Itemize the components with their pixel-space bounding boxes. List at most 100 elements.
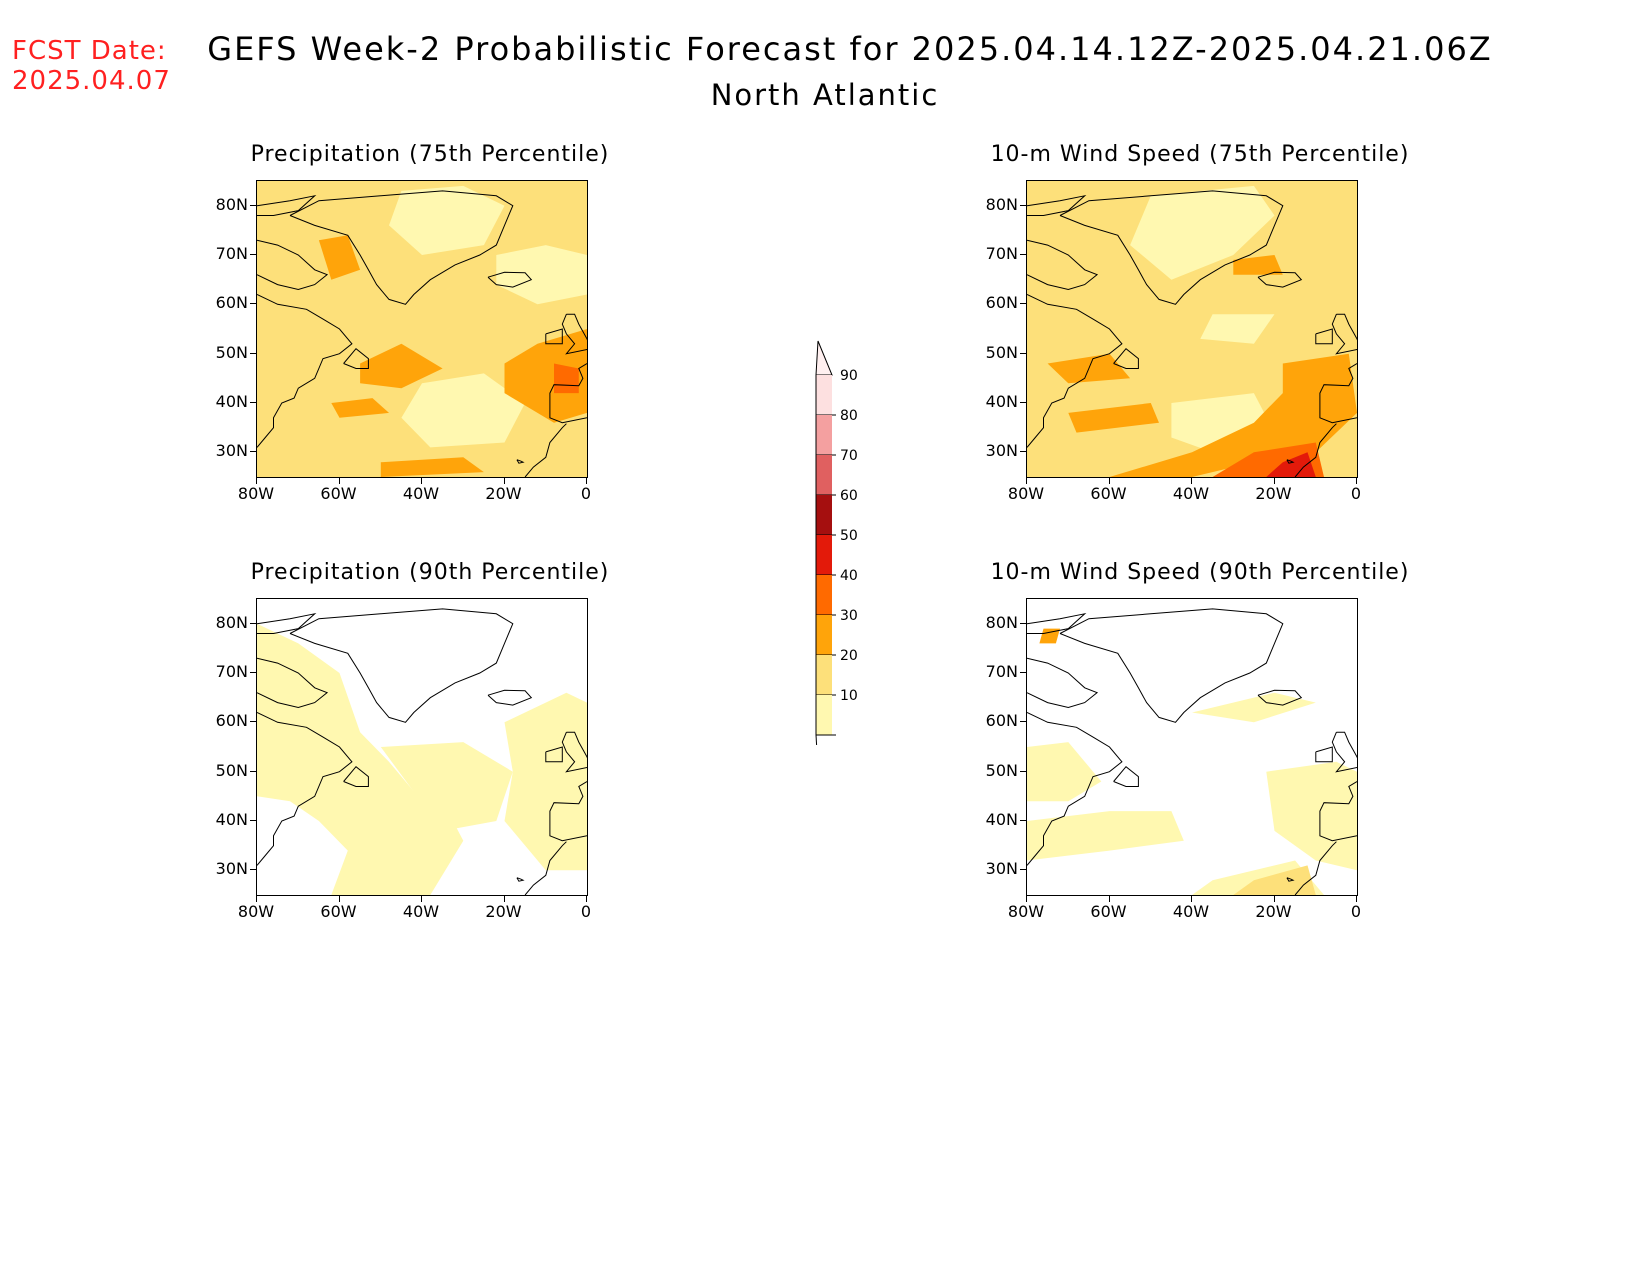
probability-contour — [1130, 185, 1275, 280]
map-wind-75 — [1026, 180, 1358, 478]
lat-tick — [1020, 352, 1026, 354]
lon-tick-label: 60W — [1090, 484, 1127, 503]
lon-tick — [1273, 478, 1275, 484]
probability-contour — [257, 623, 464, 895]
probability-contour — [1200, 314, 1275, 344]
coastline — [1027, 612, 1087, 634]
colorbar-swatch — [816, 535, 832, 575]
lat-tick — [1020, 402, 1026, 403]
lat-tick — [1020, 770, 1026, 772]
coastline — [1027, 294, 1123, 448]
lon-tick — [256, 478, 257, 484]
lon-tick — [1191, 896, 1192, 902]
lat-tick-label: 80N — [215, 194, 248, 214]
coastline — [1286, 877, 1295, 882]
lat-tick-label: 80N — [985, 194, 1018, 214]
lat-tick-label: 40N — [985, 392, 1018, 411]
lon-tick — [1273, 896, 1275, 902]
colorbar-swatch — [816, 455, 832, 495]
coastline — [1113, 348, 1139, 369]
lat-tick — [1020, 254, 1026, 255]
lon-tick — [586, 478, 587, 484]
colorbar-swatch — [816, 615, 832, 655]
colorbar-swatch — [816, 695, 832, 735]
lat-tick-label: 50N — [215, 760, 248, 780]
lon-tick-label: 0 — [580, 902, 592, 921]
lon-tick — [421, 896, 422, 902]
lat-tick-label: 30N — [985, 441, 1018, 461]
lon-tick-label: 40W — [402, 484, 440, 503]
lon-tick-label: 20W — [485, 484, 522, 503]
lat-tick-label: 70N — [215, 244, 248, 263]
lat-tick-label: 50N — [985, 342, 1018, 362]
lon-tick — [1026, 478, 1027, 484]
lat-tick — [1020, 820, 1026, 821]
coastline — [257, 712, 353, 866]
lon-tick-label: 40W — [1172, 902, 1210, 921]
colorbar-swatch — [816, 655, 832, 695]
coastline — [516, 459, 525, 464]
lat-tick-label: 50N — [215, 342, 248, 362]
probability-contour — [504, 692, 587, 871]
coastline — [545, 746, 563, 763]
probability-contour — [554, 363, 579, 394]
lat-tick — [250, 254, 256, 255]
lon-tick-label: 0 — [580, 484, 592, 503]
coastline — [257, 657, 329, 709]
coastline — [487, 689, 533, 706]
colorbar-label: 10 — [840, 688, 858, 704]
lat-tick — [250, 820, 256, 821]
colorbar-label: 30 — [840, 608, 858, 624]
lon-tick-label: 0 — [1350, 484, 1362, 503]
probability-contour — [380, 457, 484, 477]
lat-tick — [250, 402, 256, 403]
lat-tick-label: 80N — [215, 612, 248, 632]
lat-tick-label: 30N — [215, 441, 248, 461]
lon-tick — [1026, 896, 1027, 902]
coastline — [524, 841, 567, 895]
page-title: GEFS Week-2 Probabilistic Forecast for 2… — [207, 30, 1493, 68]
lon-tick-label: 20W — [1255, 484, 1292, 503]
probability-contour — [1266, 452, 1316, 477]
probability-contour — [401, 373, 526, 448]
lon-tick-label: 0 — [1350, 902, 1362, 921]
map-canvas — [257, 181, 587, 477]
lat-tick — [250, 622, 256, 624]
fcst-date-caption: FCST Date: — [12, 36, 167, 66]
colorbar-label: 50 — [840, 528, 858, 544]
panel-title: 10-m Wind Speed (90th Percentile) — [990, 560, 1410, 585]
coastline — [549, 781, 587, 842]
lon-tick — [338, 478, 340, 484]
coastline — [343, 766, 369, 787]
probability-contour — [1068, 403, 1159, 433]
map-canvas — [257, 599, 587, 895]
coastline — [257, 294, 353, 448]
colorbar-bottom-cap — [815, 734, 819, 770]
colorbar-graphic: 90 80 70 60 50 40 30 20 10 — [815, 340, 858, 770]
lat-tick — [1020, 451, 1026, 453]
coastline — [257, 194, 317, 216]
coastline — [1113, 766, 1139, 787]
lon-tick — [503, 478, 505, 484]
coastline — [1294, 423, 1337, 477]
lat-tick — [250, 451, 256, 453]
colorbar-swatch — [816, 415, 832, 455]
lat-tick — [250, 204, 256, 206]
colorbar-swatch — [816, 495, 832, 535]
colorbar-swatch — [816, 375, 832, 415]
lat-tick — [1020, 721, 1026, 723]
lon-tick-label: 40W — [402, 902, 440, 921]
panel-title: Precipitation (90th Percentile) — [250, 560, 610, 585]
map-wind-90 — [1026, 598, 1358, 896]
panel-wind-75: 10-m Wind Speed (75th Percentile) 80N 70N… — [970, 142, 1430, 522]
panel-wind-90: 10-m Wind Speed (90th Percentile) 80N 70N… — [970, 560, 1430, 940]
coastline — [516, 877, 525, 882]
lat-tick-label: 40N — [215, 392, 248, 411]
lat-tick — [1020, 622, 1026, 624]
coastline — [1331, 313, 1357, 355]
map-precip-75 — [256, 180, 588, 478]
lon-tick-label: 40W — [1172, 484, 1210, 503]
lon-tick — [1108, 896, 1110, 902]
coastline — [1315, 328, 1333, 345]
probability-contour — [1039, 628, 1060, 644]
